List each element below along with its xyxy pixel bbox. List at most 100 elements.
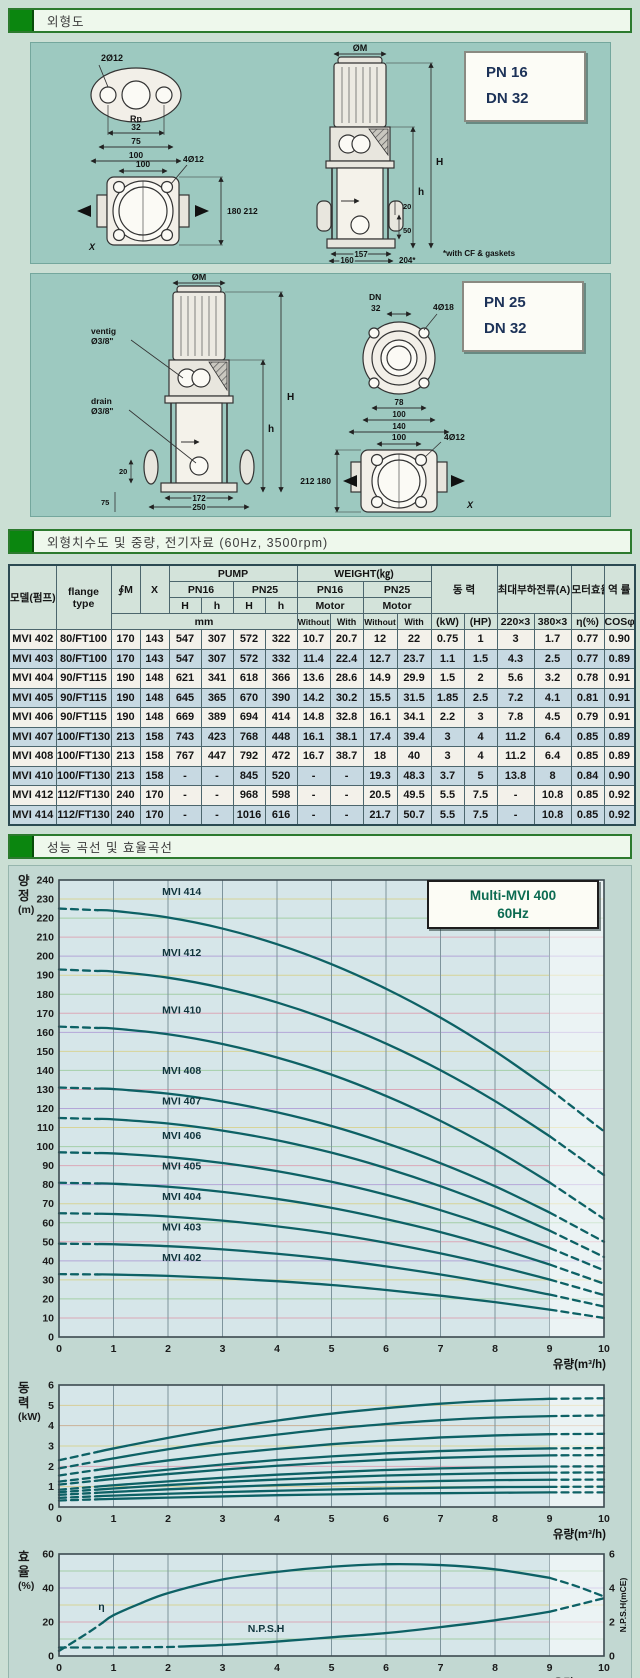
curve — [57, 1476, 99, 1483]
table-cell: 21.7 — [362, 804, 398, 826]
table-row: MVI 405 90/FT115 190 148 645 365 670 390 14.2 30.… — [8, 687, 636, 708]
table-cell: 17.4 — [362, 726, 398, 747]
table-cell: 366 — [264, 668, 298, 689]
table-cell: 50.7 — [396, 804, 432, 826]
curve — [548, 1597, 606, 1613]
table-cell: 190 — [110, 668, 141, 689]
table-cell: - — [329, 785, 364, 806]
dim-H: H — [287, 392, 294, 403]
axis-text: 230 — [36, 894, 54, 906]
dim-H: H — [436, 157, 443, 168]
flow-arrow-left-icon — [77, 205, 91, 217]
section-title: 외형치수도 및 중량, 전기자료 (60Hz, 3500rpm) — [47, 536, 329, 550]
curve — [548, 1134, 606, 1177]
table-cell: 90/FT115 — [55, 687, 112, 708]
axis-text: 2 — [165, 1662, 171, 1674]
table-cell: - — [200, 804, 234, 826]
dim-om: ØM — [353, 43, 368, 53]
table-cell: 158 — [139, 746, 170, 767]
table-row: MVI 403 80/FT100 170 143 547 307 572 332 11.4 22.… — [8, 648, 636, 669]
axis-text: 3 — [220, 1662, 226, 1674]
table-cell: 7.5 — [463, 785, 498, 806]
section-header-outline: 외형도 — [8, 8, 632, 33]
curve — [57, 1025, 99, 1030]
table-cell: 743 — [168, 726, 202, 747]
section-bullet-icon — [10, 531, 34, 552]
table-cell: 390 — [264, 687, 298, 708]
table-cell: 20.5 — [362, 785, 398, 806]
dim-2d12: 2Ø12 — [101, 53, 123, 63]
axis-text: 180 — [36, 989, 54, 1001]
table-cell: 14.8 — [296, 707, 331, 728]
drain-label: drain — [91, 396, 112, 406]
efficiency-plot: ηN.P.S.H0204060012345678910유량(m³/h)0246N… — [42, 1549, 628, 1678]
axis-text: 100 — [36, 1141, 54, 1153]
table-cell: 768 — [232, 726, 266, 747]
section-bullet-icon — [10, 836, 34, 857]
table-cell: 11.2 — [496, 746, 535, 767]
table-cell: 28.6 — [329, 668, 364, 689]
dim-204: 204* — [399, 256, 416, 263]
power-plot: 0 1 2 3 4 5 6 0 1 2 3 4 5 6 7 8 9 10 유량(m³/h) — [48, 1380, 610, 1542]
axis-text: 30 — [42, 1274, 54, 1286]
table-cell: 112/FT130 — [55, 804, 112, 826]
curve — [177, 1610, 551, 1648]
axis-text: 40 — [42, 1255, 54, 1267]
table-cell: 423 — [200, 726, 234, 747]
curve — [57, 1645, 181, 1649]
table-cell: 90/FT115 — [55, 668, 112, 689]
group-current: 최대부하전류(A) — [496, 564, 572, 614]
table-cell: MVI 406 — [8, 707, 57, 728]
dim-dn: DN — [369, 292, 381, 302]
axis-text: 8 — [492, 1343, 498, 1355]
table-cell: 100/FT130 — [55, 746, 112, 767]
curve — [96, 1397, 551, 1454]
curve — [548, 1293, 606, 1308]
unit-mm: mm — [110, 613, 298, 630]
table-cell: - — [200, 785, 234, 806]
table-cell: 10.8 — [533, 804, 572, 826]
dim-160: 160 — [340, 256, 354, 263]
table-cell: 148 — [139, 707, 170, 728]
table-cell: 14.2 — [296, 687, 331, 708]
axis-text: 140 — [36, 1065, 54, 1077]
axis-text: 10 — [598, 1662, 610, 1674]
group-power: 동 력 — [430, 564, 498, 614]
table-cell: 365 — [200, 687, 234, 708]
table-cell: 170 — [110, 629, 141, 650]
col-h16: h — [200, 597, 234, 614]
table-cell: 15.5 — [362, 687, 398, 708]
table-cell: 213 — [110, 765, 141, 786]
table-cell: 7.5 — [463, 804, 498, 826]
table-cell: 3.2 — [533, 668, 572, 689]
curve — [57, 1151, 99, 1155]
axis-text: 60 — [42, 1217, 54, 1229]
table-cell: 90/FT115 — [55, 707, 112, 728]
table-cell: 38.1 — [329, 726, 364, 747]
table-cell: 547 — [168, 648, 202, 669]
section-title: 외형도 — [47, 15, 85, 29]
dim-h: h — [418, 187, 424, 198]
table-cell: 618 — [232, 668, 266, 689]
axis-text: 2 — [165, 1343, 171, 1355]
table-cell: 2 — [463, 668, 498, 689]
dim-100: 100 — [129, 150, 143, 160]
pump-side-view — [114, 280, 284, 512]
axis-text: 0 — [609, 1651, 615, 1663]
table-cell: MVI 414 — [8, 804, 57, 826]
axis-text: 240 — [36, 875, 54, 887]
table-cell: 2.5 — [533, 648, 572, 669]
table-cell: 7.8 — [496, 707, 535, 728]
table-cell: 4 — [463, 746, 498, 767]
table-cell: 0.85 — [570, 726, 605, 747]
dim-x: X — [466, 500, 474, 510]
axis-text: 0 — [48, 1332, 54, 1344]
table-cell: 621 — [168, 668, 202, 689]
axis-text: 210 — [36, 932, 54, 944]
dim-75: 75 — [101, 498, 109, 507]
curve — [57, 1460, 99, 1470]
table-row: MVI 402 80/FT100 170 143 547 307 572 322 10.7 20.… — [8, 629, 636, 650]
table-cell: 0.85 — [570, 785, 605, 806]
table-cell: 16.1 — [362, 707, 398, 728]
